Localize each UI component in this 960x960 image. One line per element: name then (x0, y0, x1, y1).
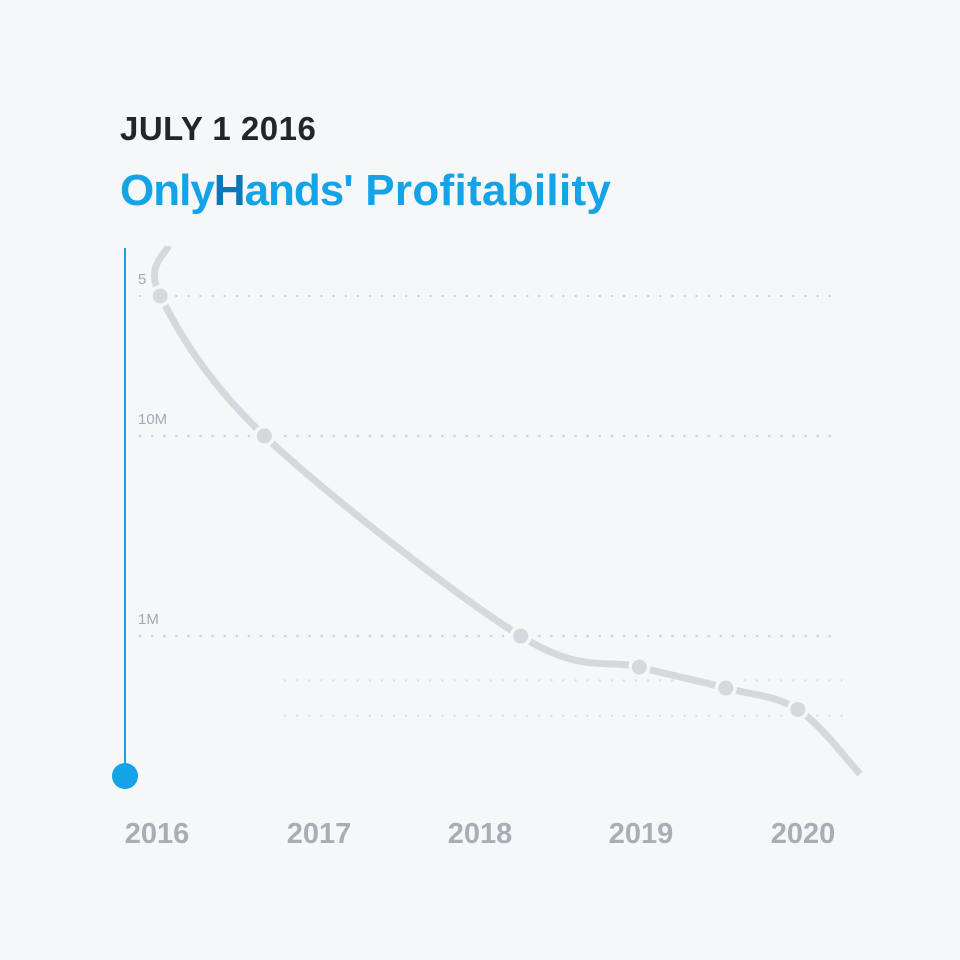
gridlines (138, 294, 852, 717)
data-point (631, 659, 647, 675)
y-tick-labels: 5 10M 1M (138, 271, 167, 628)
data-point (152, 288, 168, 304)
y-tick-label: 1M (138, 611, 159, 628)
x-tick-label: 2016 (125, 818, 190, 850)
profitability-curve (151, 244, 863, 777)
x-tick-label: 2019 (609, 818, 674, 850)
data-point (790, 701, 806, 717)
data-point (256, 428, 272, 444)
brand-prefix: Only (120, 166, 215, 215)
data-point (513, 628, 529, 644)
title-rest: Profitability (365, 166, 612, 215)
brand-logo: OnlyHands' (120, 166, 354, 215)
data-point (718, 680, 734, 696)
brand-h-letter: H (213, 166, 246, 215)
x-tick-label: 2017 (287, 818, 352, 850)
x-tick-labels: 2016 2017 2018 2019 2020 (125, 818, 836, 850)
brand-suffix: ands' (244, 166, 354, 215)
current-date-marker[interactable] (112, 763, 138, 789)
chart-title: OnlyHands' Profitability (120, 166, 611, 216)
date-heading: JULY 1 2016 (120, 110, 317, 147)
data-points (149, 285, 809, 721)
y-tick-label: 10M (138, 411, 167, 428)
x-tick-label: 2020 (771, 818, 836, 850)
x-tick-label: 2018 (448, 818, 513, 850)
y-tick-label: 5 (138, 271, 146, 288)
